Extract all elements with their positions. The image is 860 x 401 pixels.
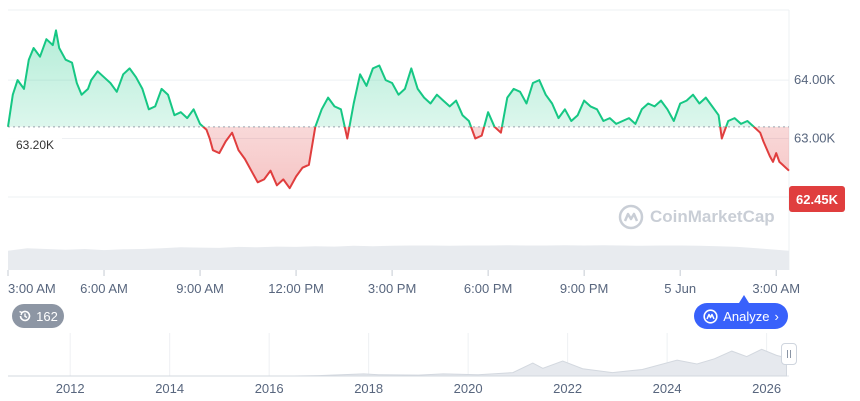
reference-price-label: 63.20K [8,134,62,156]
navigator-tick-label-0: 2012 [56,381,85,396]
x-tick-label-0: 3:00 AM [8,281,56,296]
x-axis: 3:00 AM 6:00 AM 9:00 AM 12:00 PM 3:00 PM 6:00… [7,270,800,296]
navigator-area [8,348,787,377]
grid-lines [8,9,790,270]
history-clock-icon [19,310,31,322]
current-price-text: 62.45K [796,191,838,207]
history-button[interactable]: 162 [12,304,64,328]
x-tick-label-7: 5 Jun [664,281,696,296]
y-tick-label-0: 64.00K [794,72,836,87]
analyze-icon [703,308,718,324]
x-tick-label-1: 6:00 AM [80,281,128,296]
analyze-label: Analyze [723,308,770,324]
volume-area [8,245,789,270]
navigator-tick-label-4: 2020 [454,381,483,396]
x-tick-label-2: 9:00 AM [176,281,224,296]
volume-shape [8,245,789,270]
x-tick-label-6: 9:00 PM [560,281,608,296]
price-line-up [7,29,756,127]
x-tick-label-8: 3:00 AM [752,281,800,296]
navigator-handle[interactable] [781,343,797,365]
coinmarketcap-logo-icon [618,204,644,230]
navigator-chart[interactable]: 2012 2014 2016 2018 2020 2022 2024 2026 [0,328,860,401]
navigator-tick-label-6: 2024 [653,381,682,396]
y-tick-label-1: 63.00K [794,131,836,146]
navigator-tick-label-1: 2014 [155,381,184,396]
area-above-reference [8,30,789,127]
navigator-x-axis: 2012 2014 2016 2018 2020 2022 2024 2026 [56,381,781,396]
watermark: CoinMarketCap [618,204,775,230]
analyze-button[interactable]: Analyze › [694,295,788,329]
area-below-reference [203,126,789,189]
x-tick-label-4: 3:00 PM [368,281,416,296]
history-count: 162 [36,308,58,324]
x-tick-label-5: 6:00 PM [464,281,512,296]
navigator-tick-label-3: 2018 [354,381,383,396]
navigator-tick-label-7: 2026 [752,381,781,396]
x-tick-label-3: 12:00 PM [268,281,324,296]
reference-price-text: 63.20K [15,138,55,152]
navigator-tick-label-5: 2022 [553,381,582,396]
current-price-badge: 62.45K [789,186,845,212]
watermark-brand: CoinMarketCap [650,207,775,226]
navigator-tick-label-2: 2016 [255,381,284,396]
chevron-right-icon: › [774,308,779,324]
